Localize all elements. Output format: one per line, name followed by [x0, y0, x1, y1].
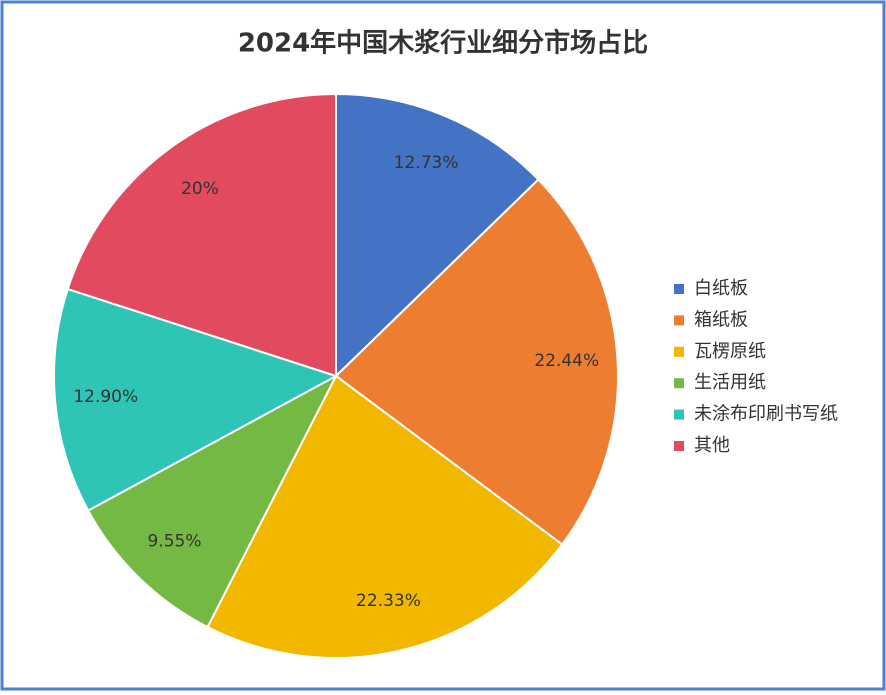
chart-title: 2024年中国木浆行业细分市场占比: [238, 28, 648, 59]
legend-swatch: [674, 409, 684, 420]
pie-slice: [86, 373, 339, 629]
pie-slice: [66, 92, 337, 378]
legend-swatch: [674, 441, 684, 451]
data-label: 12.73%: [394, 153, 459, 173]
data-label: 22.44%: [534, 351, 599, 371]
pie-slice: [334, 178, 619, 546]
pie-slice: [53, 287, 339, 512]
legend-swatch: [674, 284, 684, 294]
data-label: 20%: [181, 179, 219, 199]
legend-label: 生活用纸: [694, 372, 766, 393]
legend-swatch: [674, 315, 684, 326]
data-label: 12.90%: [73, 387, 138, 407]
pie-slice: [206, 374, 564, 659]
legend-label: 白纸板: [694, 278, 748, 299]
legend-swatch: [674, 378, 684, 389]
data-label: 9.55%: [147, 531, 201, 551]
legend-label: 其他: [694, 435, 730, 456]
pie-slice: [335, 92, 540, 379]
legend-label: 瓦楞原纸: [694, 341, 766, 362]
legend-label: 箱纸板: [694, 309, 748, 330]
data-label: 22.33%: [356, 591, 421, 611]
legend-label: 未涂布印刷书写纸: [694, 404, 838, 425]
legend-swatch: [674, 346, 684, 357]
